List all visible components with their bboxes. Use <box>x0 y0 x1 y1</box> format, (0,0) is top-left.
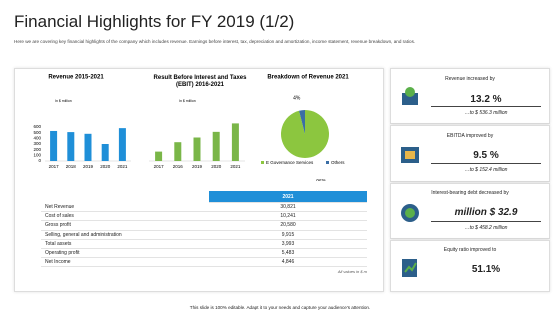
table-cell: 10,241 <box>209 211 367 222</box>
table-row: Net Revenue 30,821 <box>41 202 367 213</box>
card-value: 13.2 % <box>470 94 502 105</box>
legend-label: Others <box>331 160 345 165</box>
chart-title: Breakdown of Revenue 2021 <box>267 75 349 81</box>
card-value: million $ 32.9 <box>454 207 518 218</box>
card-title: Interest-bearing debt decreased by <box>431 190 509 196</box>
y-tick-label: 400 <box>33 136 41 141</box>
slice-label: 4% <box>293 96 301 102</box>
x-tick-label: 2018 <box>66 164 77 169</box>
chart-title: Result Before Interest and Taxes (EBIT) 2… <box>154 75 248 88</box>
icon <box>402 259 417 277</box>
card-title: EBITDA improved by <box>446 133 494 139</box>
slice-label: 96% <box>316 179 327 181</box>
x-tick-label: 2021 <box>230 164 241 169</box>
x-tick-label: 2020 <box>100 164 111 169</box>
x-tick-label: 2017 <box>49 164 60 169</box>
x-tick-label: 2019 <box>192 164 203 169</box>
table: 2021 Net Revenue 30,821 Cost of sales 10,24… <box>41 191 367 268</box>
bar <box>50 130 58 161</box>
card: EBITDA improved by 9.5 % …to $ 152.4 mil… <box>390 125 550 182</box>
card-value: 9.5 % <box>473 150 499 161</box>
bar <box>67 132 75 161</box>
y-tick-label: 300 <box>33 141 41 146</box>
unit-label: In $ million <box>55 99 72 103</box>
card: Equity ratio improved to 51.1% <box>390 240 550 292</box>
table-cell: Cost of sales <box>41 211 209 222</box>
table-cell: 20,580 <box>209 220 367 231</box>
y-tick-label: 200 <box>33 147 41 152</box>
table-cell: Gross profit <box>41 220 209 231</box>
card-title: Revenue increased by <box>445 76 495 82</box>
pie-slice <box>299 110 305 134</box>
y-tick-label: 500 <box>33 130 41 135</box>
bar <box>212 131 220 161</box>
card-title: Equity ratio improved to <box>443 247 497 253</box>
card: Revenue increased by 13.2 % …to $ 536.3 … <box>390 68 550 124</box>
table-row: Total assets 3,993 <box>41 239 367 249</box>
bar <box>118 128 126 161</box>
table-cell: 30,821 <box>209 202 367 213</box>
icon <box>401 204 419 222</box>
bar <box>174 142 182 161</box>
table-row: Cost of sales 10,241 <box>41 211 367 222</box>
table-cell: Operating profit <box>41 248 209 259</box>
table-cell: 3,993 <box>209 239 367 249</box>
y-tick-label: 100 <box>33 153 41 158</box>
table-header: 2021 <box>209 191 367 203</box>
bar <box>101 144 109 161</box>
unit-label: In $ million <box>179 99 196 103</box>
title: Financial Highlights for FY 2019 (1/2) <box>14 12 295 31</box>
card: Interest-bearing debt decreased by milli… <box>390 183 550 239</box>
table-cell: Total assets <box>41 239 209 249</box>
table-cell: 4,846 <box>209 257 367 268</box>
bar <box>193 137 201 161</box>
card-value: 51.1% <box>471 264 501 275</box>
table-cell: Net Income <box>41 257 209 268</box>
x-tick-label: 2019 <box>83 164 94 169</box>
legend-label: E Governance Services <box>266 160 314 165</box>
icon <box>401 147 419 163</box>
chart-title: Revenue 2015-2021 <box>48 75 104 81</box>
card-note: …to $ 536.3 million <box>464 110 508 116</box>
card-note: …to $ 458.2 million <box>464 225 508 231</box>
x-tick-label: 2016 <box>173 164 184 169</box>
table-row: Operating profit 5,483 <box>41 248 367 259</box>
y-tick-label: 600 <box>33 124 41 129</box>
bar <box>84 133 92 161</box>
table-row: Selling, general and administration 9,915 <box>41 230 367 240</box>
table-cell: Selling, general and administration <box>41 230 209 240</box>
table-note: All values in $ m <box>337 269 367 275</box>
legend-swatch <box>261 161 264 164</box>
icon <box>402 87 418 105</box>
x-tick-label: 2017 <box>154 164 165 169</box>
bar <box>155 151 163 161</box>
table-row: Net Income 4,846 <box>41 257 367 268</box>
subtitle: Here we are covering key financial highl… <box>14 39 416 44</box>
footer: This slide is 100% editable. Adapt it to… <box>189 305 371 310</box>
table-wrap: 2021 Net Revenue 30,821 Cost of sales 10,24… <box>41 191 367 274</box>
table-cell: 9,915 <box>209 230 367 240</box>
left-panel: Revenue 2015-2021 In $ million 0 100 200 300 4… <box>14 68 384 292</box>
card-note: …to $ 152.4 million <box>464 167 508 173</box>
table-row: Gross profit 20,580 <box>41 220 367 231</box>
bar <box>231 123 239 161</box>
x-tick-label: 2020 <box>211 164 222 169</box>
table-cell: Net Revenue <box>41 202 209 213</box>
table-cell: 5,483 <box>209 248 367 259</box>
legend-swatch <box>326 161 329 164</box>
y-tick-label: 0 <box>38 158 41 163</box>
x-tick-label: 2021 <box>117 164 128 169</box>
